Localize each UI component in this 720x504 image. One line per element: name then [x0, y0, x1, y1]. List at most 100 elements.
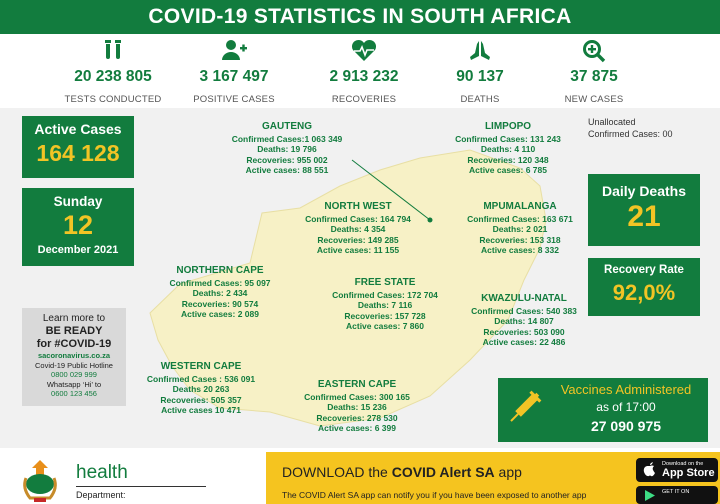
divider: [76, 486, 206, 487]
department-label: Department:: [76, 490, 126, 500]
map-section: Active Cases 164 128 Sunday 12 December …: [0, 108, 720, 448]
stat-label: POSITIVE CASES: [193, 94, 275, 105]
google-play-button[interactable]: GET IT ON: [636, 486, 718, 504]
province-line: Deaths: 4 110: [480, 144, 536, 155]
date-box: Sunday 12 December 2021: [22, 188, 134, 266]
province-name: EASTERN CAPE: [317, 379, 397, 390]
page-title: COVID-19 STATISTICS IN SOUTH AFRICA: [0, 0, 720, 34]
vaccines-asof: as of 17:00: [596, 400, 656, 414]
province-line: Recoveries: 149 285: [317, 234, 399, 245]
app-banner-subtitle: The COVID Alert SA app can notify you if…: [282, 490, 587, 500]
stat-value: 90 137: [456, 68, 504, 85]
app-name: COVID Alert SA: [391, 464, 495, 480]
stat-recoveries: 2 913 232 RECOVERIES: [299, 34, 429, 105]
date-number: 12: [62, 210, 94, 240]
province-line: Active cases: 8 332: [481, 245, 559, 256]
province-line: Recoveries: 157 728: [344, 310, 426, 321]
province-line: Active cases: 7 860: [346, 321, 424, 332]
gauteng-pointer-line: [351, 159, 431, 221]
province-line: Confirmed Cases: 131 243: [455, 133, 561, 144]
recovery-rate-label: Recovery Rate: [604, 264, 684, 276]
province-name: LIMPOPO: [484, 121, 532, 132]
vaccines-label: Vaccines Administered: [560, 382, 692, 397]
province-line: Confirmed Cases: 95 097: [169, 277, 271, 288]
info-box: Learn more to BE READY for #COVID-19 sac…: [22, 308, 126, 406]
province-mpumalanga: MPUMALANGA Confirmed Cases: 163 671 Deat…: [460, 201, 580, 256]
health-logo-text: health: [76, 462, 128, 483]
province-line: Active cases: 2 089: [181, 309, 259, 320]
stats-row: 20 238 805 TESTS CONDUCTED 3 167 497 POS…: [0, 34, 720, 108]
info-whatsapp-number: 0600 123 456: [51, 389, 97, 399]
info-website-link[interactable]: sacoronavirus.co.za: [37, 351, 111, 360]
info-learn: Learn more to: [42, 313, 106, 324]
province-limpopo: LIMPOPO Confirmed Cases: 131 243 Deaths:…: [448, 121, 568, 176]
province-line: Active cases: 11 155: [316, 245, 400, 256]
province-free-state: FREE STATE Confirmed Cases: 172 704 Deat…: [326, 277, 444, 332]
province-line: Deaths: 7 116: [357, 300, 413, 311]
province-name: FREE STATE: [354, 277, 416, 288]
stat-value: 20 238 805: [74, 68, 152, 85]
province-name: NORTH WEST: [324, 201, 392, 212]
province-north-west: NORTH WEST Confirmed Cases: 164 794 Deat…: [296, 201, 420, 256]
province-line: Recoveries: 153 318: [479, 234, 561, 245]
province-line: Confirmed Cases: 164 794: [305, 213, 411, 224]
info-whatsapp-label: Whatsapp ‘Hi’ to: [46, 379, 102, 389]
province-kwazulu-natal: KWAZULU-NATAL Confirmed Cases: 540 383 D…: [462, 293, 586, 348]
province-line: Recoveries: 503 090: [483, 326, 565, 337]
add-person-icon: [169, 38, 299, 64]
daily-deaths-value: 21: [627, 200, 661, 233]
province-eastern-cape: EASTERN CAPE Confirmed Cases: 300 165 De…: [296, 379, 418, 434]
province-line: Deaths: 19 796: [257, 144, 317, 155]
daily-deaths-box: Daily Deaths 21: [588, 174, 700, 246]
app-download-banner[interactable]: DOWNLOAD the COVID Alert SA app The COVI…: [266, 452, 720, 504]
province-name: NORTHERN CAPE: [176, 265, 264, 276]
province-line: Deaths: 2 434: [192, 288, 248, 299]
stat-label: RECOVERIES: [331, 94, 397, 105]
date-day: Sunday: [53, 194, 103, 209]
stat-value: 3 167 497: [199, 68, 269, 85]
province-western-cape: WESTERN CAPE Confirmed Cases : 536 091 D…: [140, 361, 262, 416]
province-name: WESTERN CAPE: [160, 361, 242, 372]
unallocated-value: Confirmed Cases: 00: [588, 129, 673, 139]
province-line: Confirmed Cases: 300 165: [304, 391, 410, 402]
province-line: Confirmed Cases: 163 671: [467, 213, 573, 224]
stat-positive: 3 167 497 POSITIVE CASES: [169, 34, 299, 105]
province-line: Confirmed Cases: 172 704: [332, 289, 438, 300]
stat-new-cases: 37 875 NEW CASES: [529, 34, 659, 105]
province-line: Deaths 20 263: [172, 384, 230, 395]
province-line: Confirmed Cases : 536 091: [146, 373, 256, 384]
province-line: Active cases: 22 486: [482, 337, 566, 348]
province-line: Active cases 10 471: [161, 405, 241, 416]
praying-hands-icon: [415, 38, 545, 64]
stat-label: NEW CASES: [564, 94, 624, 105]
app-store-small-text: Download on the: [662, 461, 704, 467]
play-icon: [644, 489, 656, 504]
app-store-text: App Store: [662, 467, 715, 479]
info-hotline-number: 0800 029 999: [51, 370, 97, 380]
daily-deaths-label: Daily Deaths: [601, 183, 687, 199]
stat-deaths: 90 137 DEATHS: [415, 34, 545, 105]
south-africa-map: [149, 149, 547, 427]
province-line: Active cases: 6 785: [469, 165, 547, 176]
apple-icon: [643, 461, 657, 483]
province-line: Recoveries: 90 574: [181, 298, 259, 309]
unallocated-note: Unallocated Confirmed Cases: 00: [588, 116, 673, 140]
stat-value: 2 913 232: [329, 68, 399, 85]
vaccines-box: Vaccines Administered as of 17:00 27 090…: [498, 378, 708, 442]
stat-label: DEATHS: [460, 94, 500, 105]
active-cases-label: Active Cases: [34, 121, 122, 137]
stat-tests: 20 238 805 TESTS CONDUCTED: [48, 34, 178, 105]
app-prefix: DOWNLOAD the: [282, 464, 392, 480]
province-line: Confirmed Cases:1 063 349: [231, 133, 343, 144]
heartbeat-icon: [299, 38, 429, 64]
province-gauteng: GAUTENG Confirmed Cases:1 063 349 Deaths…: [222, 121, 352, 176]
gauteng-pointer-dot: [427, 217, 433, 223]
stat-label: TESTS CONDUCTED: [64, 94, 162, 105]
province-line: Recoveries: 120 348: [467, 154, 549, 165]
google-play-small-text: GET IT ON: [662, 489, 690, 495]
app-store-button[interactable]: Download on the App Store: [636, 458, 718, 482]
province-line: Deaths: 4 354: [330, 224, 386, 235]
province-line: Active cases: 6 399: [318, 423, 396, 434]
stat-value: 37 875: [570, 68, 618, 85]
province-line: Confirmed Cases: 540 383: [471, 305, 577, 316]
